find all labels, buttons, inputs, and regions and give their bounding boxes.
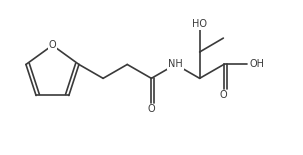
Text: O: O [49, 40, 56, 50]
Text: NH: NH [168, 60, 183, 69]
Text: O: O [220, 90, 228, 100]
Text: O: O [148, 104, 155, 114]
Text: OH: OH [249, 60, 265, 69]
Text: HO: HO [192, 19, 207, 29]
